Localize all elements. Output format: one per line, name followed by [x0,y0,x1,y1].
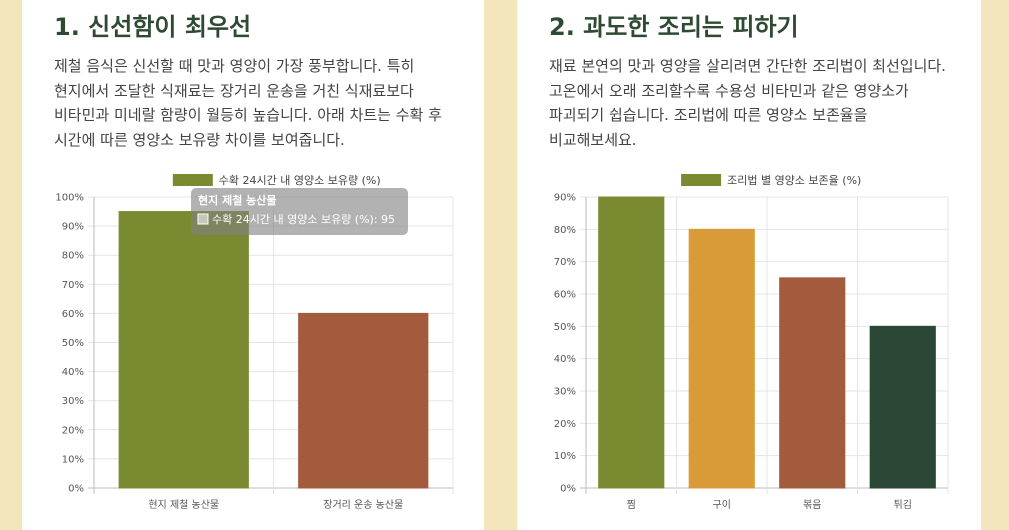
section-description: 재료 본연의 맛과 영양을 살리려면 간단한 조리법이 최선입니다. 고온에서 … [549,57,946,149]
y-tick-label: 60% [554,290,576,301]
category-label: 구이 [713,499,731,511]
y-tick-label: 20% [62,425,84,436]
category-label: 튀김 [894,499,912,511]
chart1: 0% 10% 20% 30% 40% 50% 60% 70% 80% 90% 100% 현지 제철 농… [55,174,454,511]
tooltip-swatch [197,213,209,225]
y-tick-label: 70% [62,280,84,291]
y-tick-label: 80% [62,251,84,262]
y-tick-label: 70% [554,257,576,268]
y-tick-label: 40% [554,354,576,365]
y-tick-label: 0% [68,484,84,495]
y-tick-label: 30% [62,396,84,407]
y-tick-label: 10% [554,451,576,462]
y-tick-label: 10% [62,454,84,465]
category-label: 현지 제철 농산물 [148,499,219,511]
section-title: 2. 과도한 조리는 피하기 [549,13,799,41]
legend-label[interactable]: 수확 24시간 내 영양소 보유량 (%) [219,174,381,187]
tooltip-background [191,188,408,235]
y-tick-label: 90% [62,222,84,233]
category-label: 볶음 [803,499,821,511]
category-label: 찜 [627,499,636,511]
legend-label[interactable]: 조리법 별 영양소 보존율 (%) [727,174,861,187]
tooltip-body: 수확 24시간 내 영양소 보유량 (%): 95 [212,213,395,226]
bar-2[interactable] [688,228,755,489]
y-tick-label: 90% [554,193,576,204]
bar-2[interactable] [298,312,429,489]
legend-swatch[interactable] [172,174,213,186]
y-tick-label: 0% [560,484,576,495]
tooltip-title: 현지 제철 농산물 [198,193,277,207]
bar-1[interactable] [118,211,249,489]
y-tick-label: 40% [62,367,84,378]
y-tick-label: 50% [62,338,84,349]
bar-4[interactable] [869,325,936,489]
y-tick-label: 80% [554,225,576,236]
y-tick-label: 20% [554,419,576,430]
y-tick-label: 100% [55,193,84,204]
section-card-freshness: 1. 신선함이 최우선 제철 음식은 신선할 때 맛과 영양이 가장 풍부합니다… [22,0,484,530]
charts-canvas: 0% 10% 20% 30% 40% 50% 60% 70% 80% 90% 100% 현지 제철 농… [55,174,949,511]
y-tick-label: 60% [62,309,84,320]
legend-swatch[interactable] [681,174,722,186]
chart2: 0% 10% 20% 30% 40% 50% 60% 70% 80% 90% 찜 구이 볶음 튀김 조리법 … [554,174,949,511]
section-description: 제철 음식은 신선할 때 맛과 영양이 가장 풍부합니다. 특히 현지에서 조달… [54,57,442,149]
y-tick-label: 30% [554,387,576,398]
bar-3[interactable] [779,277,846,489]
category-label: 장거리 운송 농산물 [323,499,403,511]
bar-1[interactable] [598,196,665,489]
section-title: 1. 신선함이 최우선 [54,13,252,41]
y-tick-label: 50% [554,322,576,333]
